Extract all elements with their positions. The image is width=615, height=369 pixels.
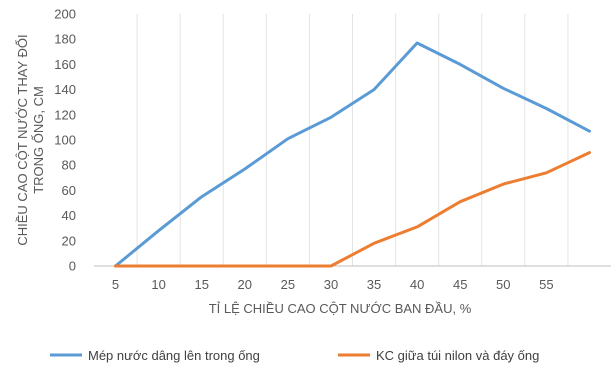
- y-tick-label: 120: [54, 107, 76, 122]
- x-tick-label: 35: [367, 277, 381, 292]
- y-tick-label: 200: [54, 7, 76, 22]
- y-tick-label: 140: [54, 82, 76, 97]
- x-tick-label: 25: [281, 277, 295, 292]
- legend-label-series-1: Mép nước dâng lên trong ống: [88, 348, 260, 363]
- x-tick-label: 20: [238, 277, 252, 292]
- x-tick-label: 50: [496, 277, 510, 292]
- y-tick-label: 0: [69, 259, 76, 274]
- x-tick-label: 55: [539, 277, 553, 292]
- y-tick-label: 100: [54, 133, 76, 148]
- x-axis-ticks: 5 10 15 20 25 30 35 40 45 50 55: [112, 277, 554, 292]
- series-line-2: [114, 151, 591, 268]
- x-tick-label: 15: [194, 277, 208, 292]
- y-tick-label: 80: [62, 158, 76, 173]
- series-line-1: [114, 41, 591, 268]
- series-lines: [114, 41, 591, 268]
- y-tick-label: 20: [62, 233, 76, 248]
- y-axis-title-line-2: TRONG ỐNG, CM: [31, 86, 46, 194]
- y-axis-title-line-1: CHIỀU CAO CỘT NƯỚC THAY ĐỔI: [15, 34, 30, 245]
- y-axis-ticks: 0 20 40 60 80 100 120 140 160 180 200: [54, 7, 76, 274]
- x-axis-title: TỈ LỆ CHIỀU CAO CỘT NƯỚC BAN ĐẦU, %: [209, 301, 472, 316]
- y-tick-label: 60: [62, 183, 76, 198]
- x-tick-label: 30: [324, 277, 338, 292]
- gridlines: [136, 14, 569, 266]
- y-tick-label: 40: [62, 208, 76, 223]
- x-tick-label: 10: [151, 277, 165, 292]
- x-tick-label: 45: [453, 277, 467, 292]
- y-tick-label: 180: [54, 32, 76, 47]
- x-tick-label: 40: [410, 277, 424, 292]
- x-tick-label: 5: [112, 277, 119, 292]
- legend: Mép nước dâng lên trong ống KC giữa túi …: [50, 348, 539, 363]
- legend-label-series-2: KC giữa túi nilon và đáy ống: [376, 348, 539, 363]
- y-tick-label: 160: [54, 57, 76, 72]
